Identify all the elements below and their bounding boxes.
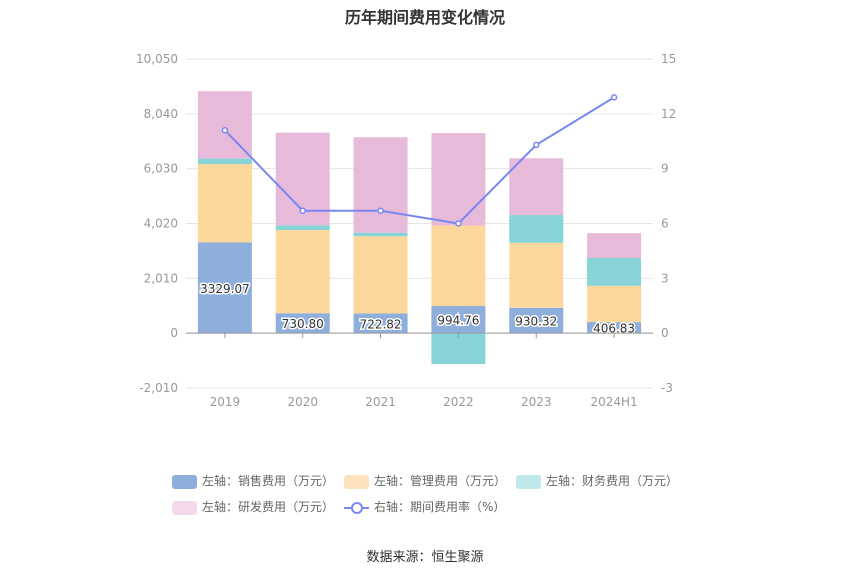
rate-point xyxy=(221,127,229,134)
bar-segment xyxy=(587,233,642,258)
bar-segment xyxy=(197,242,252,334)
bar-data-label: 722.82 xyxy=(360,317,402,331)
x-axis-tick-label: 2019 xyxy=(210,395,241,409)
bar-segment xyxy=(509,158,564,216)
x-axis-tick-label: 2022 xyxy=(443,395,474,409)
bar-segment xyxy=(197,91,252,159)
bar-segment xyxy=(509,215,564,243)
legend-item-rate[interactable]: 右轴：期间费用率（%） xyxy=(344,498,505,516)
legend-swatch-rnd xyxy=(172,500,197,515)
legend-swatch-sales xyxy=(172,474,197,489)
left-axis-tick-label: -2,010 xyxy=(139,381,178,395)
left-axis-tick-label: 2,010 xyxy=(144,271,178,285)
legend-swatch-finance xyxy=(516,474,541,489)
legend-line-icon xyxy=(344,501,369,515)
bar-data-label: 730.80 xyxy=(282,317,324,331)
bar-data-label: 994.76 xyxy=(437,314,479,328)
right-axis-tick-label: 6 xyxy=(661,217,669,231)
bar-segment xyxy=(509,242,564,308)
bar-segment xyxy=(431,133,486,226)
legend-label-finance: 左轴：财务费用（万元） xyxy=(546,474,679,488)
legend-label-admin: 左轴：管理费用（万元） xyxy=(374,474,507,488)
bar-segment xyxy=(353,232,408,237)
left-axis-tick-label: 0 xyxy=(170,326,178,340)
bar-segment xyxy=(197,164,252,243)
rate-line xyxy=(221,94,618,227)
chart-title: 历年期间费用变化情况 xyxy=(344,8,505,27)
bar-segment xyxy=(197,158,252,165)
legend-label-sales: 左轴：销售费用（万元） xyxy=(202,474,335,488)
legend-label-rate: 右轴：期间费用率（%） xyxy=(374,500,506,514)
bar-segment xyxy=(509,307,564,334)
bar-segment xyxy=(275,225,330,231)
bar-data-label: 930.32 xyxy=(515,314,557,328)
rate-point xyxy=(610,94,618,101)
bar-segment xyxy=(431,225,486,307)
grid-lines xyxy=(186,58,653,389)
x-axis-tick-label: 2021 xyxy=(365,395,396,409)
bar-segment xyxy=(353,236,408,314)
legend-label-rnd: 左轴：研发费用（万元） xyxy=(202,500,335,514)
bar-segment xyxy=(587,285,642,323)
rate-line-path xyxy=(224,96,615,225)
bar-segment xyxy=(275,230,330,314)
left-axis-tick-label: 4,020 xyxy=(144,217,178,231)
legend-item-sales[interactable]: 左轴：销售费用（万元） xyxy=(172,472,334,490)
x-axis-tick-label: 2023 xyxy=(521,395,552,409)
x-axis-tick-label: 2020 xyxy=(287,395,318,409)
legend-item-finance[interactable]: 左轴：财务费用（万元） xyxy=(516,472,678,490)
bar-segment xyxy=(431,333,486,364)
rate-point xyxy=(533,141,540,149)
data-source: 数据来源：恒生聚源 xyxy=(366,550,484,565)
right-axis-tick-label: 9 xyxy=(661,162,669,176)
bar-segment xyxy=(587,257,642,286)
axes: -2,010 0 2,010 4,020 6,030 8,040 10,050 -3 0 3 6 9 1… xyxy=(136,52,676,409)
legend-item-admin[interactable]: 左轴：管理费用（万元） xyxy=(344,472,506,490)
right-axis-tick-label: 15 xyxy=(661,52,676,66)
bar-data-label: 3329.07 xyxy=(200,282,250,296)
rate-point xyxy=(377,207,384,214)
rate-point xyxy=(299,207,306,214)
left-axis-tick-label: 8,040 xyxy=(144,107,178,121)
right-axis-tick-label: 0 xyxy=(661,326,669,340)
right-axis-tick-label: -3 xyxy=(661,381,673,395)
legend-item-rnd[interactable]: 左轴：研发费用（万元） xyxy=(172,498,334,516)
right-axis-tick-label: 3 xyxy=(661,271,669,285)
bar-segment xyxy=(587,322,642,334)
right-axis-tick-label: 12 xyxy=(661,107,676,121)
legend-swatch-admin xyxy=(344,474,369,489)
rate-point xyxy=(455,220,462,227)
bar-segment xyxy=(353,313,408,334)
left-axis-tick-label: 10,050 xyxy=(136,52,178,66)
bar-segment xyxy=(353,137,408,233)
bar-segment xyxy=(431,306,486,334)
x-axis-tick-label: 2024H1 xyxy=(590,395,637,409)
bar-segment xyxy=(275,313,330,334)
left-axis-tick-label: 6,030 xyxy=(144,162,178,176)
